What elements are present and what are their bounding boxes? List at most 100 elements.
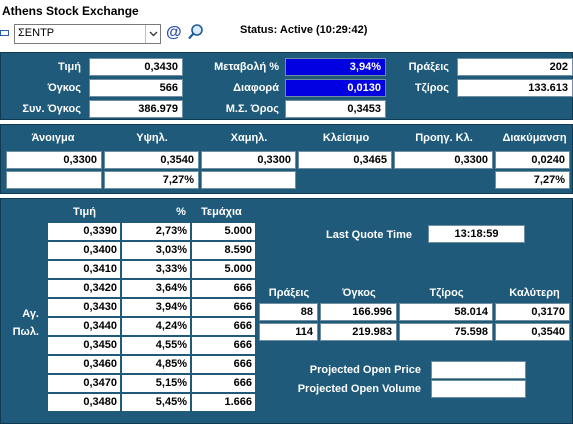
change-pct-label: Μεταβολή % xyxy=(214,61,279,73)
trades-label: Πράξεις xyxy=(408,61,449,73)
quote-best-header: Καλύτερη xyxy=(509,287,560,299)
depth-pieces-cell: 5.000 xyxy=(192,261,255,279)
buy-volume-value: 166.996 xyxy=(320,303,397,321)
close-header: Κλείσιμο xyxy=(322,132,370,144)
depth-price-cell: 0,3420 xyxy=(48,280,120,298)
depth-panel: Τιμή % Τεμάχια 0,3390 2,73% 5.000 0,3400… xyxy=(0,198,573,424)
sell-turnover-value: 75.598 xyxy=(399,323,493,341)
table-row[interactable]: 0,3470 5,15% 666 xyxy=(48,375,255,394)
average-label: Μ.Σ. Όρος xyxy=(225,103,279,115)
table-row[interactable]: 0,3410 3,33% 5.000 xyxy=(48,261,255,280)
buy-trades-value: 88 xyxy=(259,303,318,321)
depth-pieces-cell: 666 xyxy=(192,337,255,355)
quote-volume-header: Όγκος xyxy=(342,287,376,299)
projected-open-volume-value xyxy=(431,380,526,398)
depth-price-cell: 0,3430 xyxy=(48,299,120,317)
table-row[interactable]: 0,3440 4,24% 666 xyxy=(48,318,255,337)
depth-pct-cell: 5,15% xyxy=(122,375,190,393)
depth-pct-cell: 5,45% xyxy=(122,394,190,412)
table-row[interactable]: 0,3390 2,73% 5.000 xyxy=(48,223,255,242)
depth-price-cell: 0,3440 xyxy=(48,318,120,336)
depth-price-header: Τιμή xyxy=(72,206,97,218)
buy-turnover-value: 58.014 xyxy=(399,303,493,321)
quote-trades-header: Πράξεις xyxy=(268,287,310,299)
depth-pct-cell: 4,55% xyxy=(122,337,190,355)
at-sign-icon[interactable]: @ xyxy=(166,23,182,41)
open-value: 0,3300 xyxy=(6,151,102,169)
projected-open-volume-label: Projected Open Volume xyxy=(297,383,421,395)
depth-price-cell: 0,3410 xyxy=(48,261,120,279)
depth-price-cell: 0,3470 xyxy=(48,375,120,393)
status-text: Status: Active (10:29:42) xyxy=(240,24,368,36)
depth-pieces-header: Τεμάχια xyxy=(201,206,242,218)
prev-close-header: Προηγ. Κλ. xyxy=(415,132,473,144)
summary-panel: Τιμή 0,3430 Όγκος 566 Συν. Όγκος 386.979… xyxy=(0,52,573,120)
volume-value: 566 xyxy=(89,79,183,97)
depth-pct-cell: 3,33% xyxy=(122,261,190,279)
high-header: Υψηλ. xyxy=(136,132,168,144)
app-title: Athens Stock Exchange xyxy=(2,4,139,18)
low-pct-value xyxy=(201,171,296,189)
open-header: Άνοιγμα xyxy=(31,132,75,144)
range-pct-value: 7,27% xyxy=(495,171,570,189)
change-pct-value: 3,94% xyxy=(285,58,386,76)
table-row[interactable]: 0,3460 4,85% 666 xyxy=(48,356,255,375)
chevron-down-icon[interactable] xyxy=(145,25,160,43)
high-pct-value: 7,27% xyxy=(104,171,199,189)
depth-pieces-cell: 8.590 xyxy=(192,242,255,260)
projected-open-price-value xyxy=(431,361,526,379)
depth-price-cell: 0,3460 xyxy=(48,356,120,374)
depth-pct-cell: 3,64% xyxy=(122,280,190,298)
depth-pieces-cell: 666 xyxy=(192,318,255,336)
difference-value: 0,0130 xyxy=(285,79,386,97)
symbol-list-icon xyxy=(0,30,9,36)
trades-value: 202 xyxy=(457,58,573,76)
depth-pct-cell: 2,73% xyxy=(122,223,190,241)
depth-pieces-cell: 666 xyxy=(192,375,255,393)
difference-label: Διαφορά xyxy=(233,82,279,94)
price-label: Τιμή xyxy=(57,61,81,73)
depth-price-cell: 0,3390 xyxy=(48,223,120,241)
depth-pieces-cell: 666 xyxy=(192,280,255,298)
low-header: Χαμηλ. xyxy=(230,132,268,144)
sell-best-value: 0,3540 xyxy=(495,323,570,341)
depth-pieces-cell: 666 xyxy=(192,356,255,374)
last-quote-label: Last Quote Time xyxy=(326,229,412,241)
low-value: 0,3300 xyxy=(201,151,296,169)
table-row[interactable]: 0,3450 4,55% 666 xyxy=(48,337,255,356)
sell-volume-value: 219.983 xyxy=(320,323,397,341)
table-row[interactable]: 0,3480 5,45% 1.666 xyxy=(48,394,255,413)
symbol-combobox-value: ΣΕΝΤΡ xyxy=(18,27,55,39)
table-row[interactable]: 0,3430 3,94% 666 xyxy=(48,299,255,318)
total-volume-value: 386.979 xyxy=(89,100,183,118)
depth-pct-cell: 4,24% xyxy=(122,318,190,336)
buy-best-value: 0,3170 xyxy=(495,303,570,321)
depth-pieces-cell: 666 xyxy=(192,299,255,317)
prev-close-value: 0,3300 xyxy=(394,151,493,169)
svg-text:@: @ xyxy=(166,24,182,41)
quote-turnover-header: Τζίρος xyxy=(429,287,464,299)
range-value: 0,0240 xyxy=(495,151,570,169)
average-value: 0,3453 xyxy=(285,100,386,118)
table-row[interactable]: 0,3420 3,64% 666 xyxy=(48,280,255,299)
total-volume-label: Συν. Όγκος xyxy=(22,103,81,115)
depth-pct-cell: 3,94% xyxy=(122,299,190,317)
high-value: 0,3540 xyxy=(104,151,199,169)
sell-label: Πωλ. xyxy=(12,326,39,338)
search-icon[interactable] xyxy=(187,23,205,41)
depth-pct-cell: 4,85% xyxy=(122,356,190,374)
depth-price-cell: 0,3480 xyxy=(48,394,120,412)
turnover-value: 133.613 xyxy=(457,79,573,97)
depth-pct-cell: 3,03% xyxy=(122,242,190,260)
symbol-combobox[interactable]: ΣΕΝΤΡ xyxy=(14,24,161,44)
turnover-label: Τζίρος xyxy=(414,82,449,94)
range-header: Διακύμανση xyxy=(502,132,567,144)
depth-price-cell: 0,3450 xyxy=(48,337,120,355)
table-row[interactable]: 0,3400 3,03% 8.590 xyxy=(48,242,255,261)
volume-label: Όγκος xyxy=(47,82,81,94)
session-panel: Άνοιγμα Υψηλ. Χαμηλ. Κλείσιμο Προηγ. Κλ.… xyxy=(0,124,573,194)
depth-pieces-cell: 1.666 xyxy=(192,394,255,412)
projected-open-price-label: Projected Open Price xyxy=(309,364,421,376)
depth-pct-header: % xyxy=(176,206,186,218)
depth-table: 0,3390 2,73% 5.000 0,3400 3,03% 8.590 0,… xyxy=(48,223,255,413)
